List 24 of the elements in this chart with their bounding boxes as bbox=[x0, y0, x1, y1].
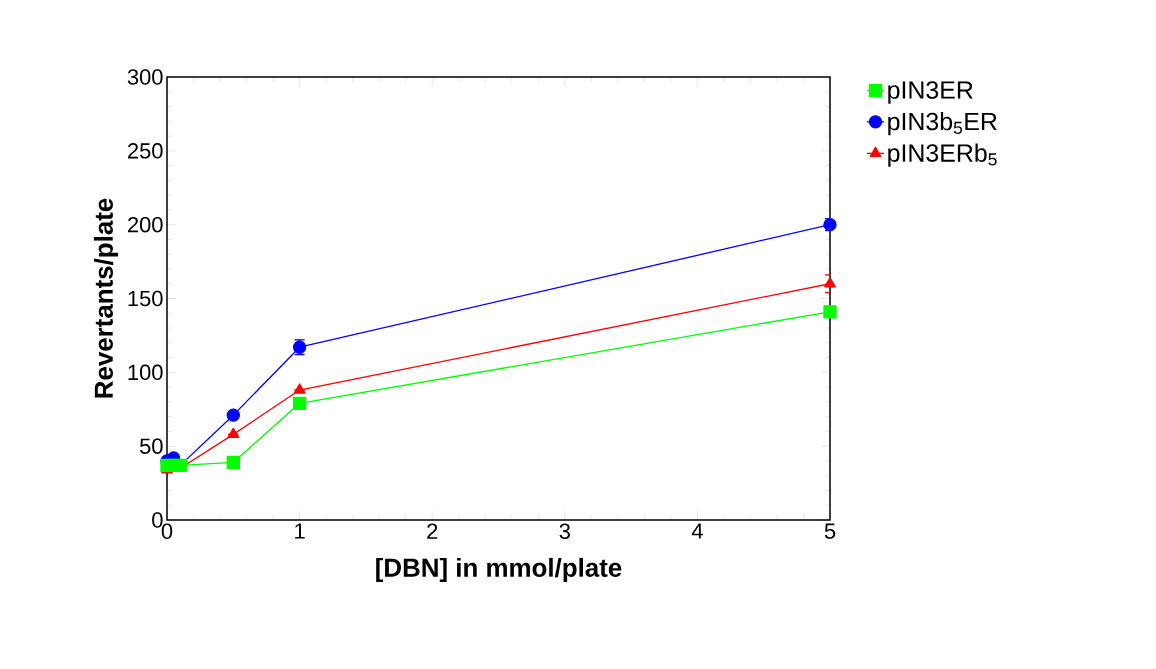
point bbox=[226, 408, 240, 422]
point bbox=[823, 305, 837, 319]
y-tick-label: 150 bbox=[128, 290, 163, 307]
point bbox=[293, 383, 306, 394]
x-tick-label: 4 bbox=[691, 523, 703, 539]
point bbox=[292, 396, 307, 410]
point bbox=[226, 455, 240, 470]
point bbox=[823, 218, 837, 232]
y-tick-label: 100 bbox=[128, 364, 163, 381]
y-tick-label: 200 bbox=[128, 216, 163, 233]
x-axis-title: [DBN] in mmol/plate bbox=[376, 557, 622, 583]
y-tick-label: 0 bbox=[152, 512, 163, 528]
x-tick-label: 1 bbox=[295, 523, 305, 539]
point bbox=[227, 427, 240, 438]
y-tick-label: 250 bbox=[128, 143, 163, 159]
y-axis-title: Revertants/plate bbox=[93, 198, 119, 398]
legend-label: pIN3b$_{5}$ER bbox=[888, 112, 997, 136]
legend-label: pIN3ERb$_{5}$ bbox=[888, 143, 997, 167]
x-tick-label: 2 bbox=[427, 523, 438, 539]
y-tick-label: 50 bbox=[139, 438, 163, 454]
x-tick-label: 3 bbox=[559, 523, 570, 540]
legend-label: pIN3ER bbox=[888, 81, 973, 104]
y-tick-label: 300 bbox=[127, 69, 163, 85]
x-tick-label: 5 bbox=[824, 523, 836, 539]
